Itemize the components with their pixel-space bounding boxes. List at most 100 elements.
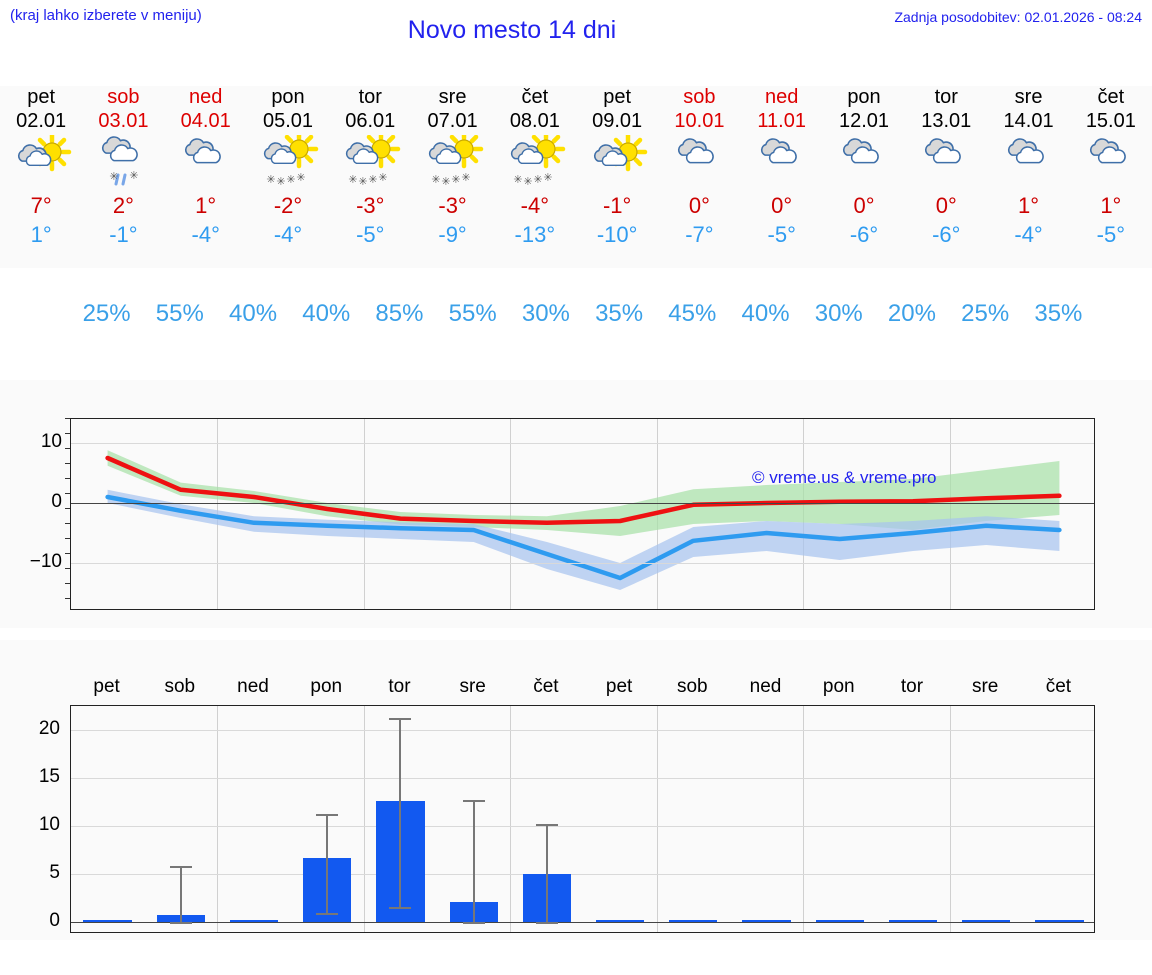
y-axis-minor-tick [65,493,70,494]
forecast-day-column[interactable]: pet 09.01 -1° -10° [578,86,657,249]
svg-text:✳: ✳ [513,173,522,186]
grid-line-horizontal [71,874,1094,876]
day-date: 08.01 [509,110,560,132]
precip-probability-label: 30% [814,300,863,327]
temperature-series [105,450,1062,590]
sun-cloud-snow-icon: ✳ ✳ ✳ ✳ [346,129,401,188]
day-low-temp: -7° [685,222,714,247]
precip-bar[interactable] [815,920,864,923]
day-high-temp: -3° [356,193,385,218]
sun-behind-cloud-icon [594,132,648,172]
precip-day-label: pon [822,676,855,697]
svg-text:✳: ✳ [276,175,285,188]
precip-bar[interactable] [229,920,279,923]
cloud-icon [842,138,879,164]
forecast-day-column[interactable]: čet 08.01 ✳ ✳ ✳ ✳ -4° -13° [495,86,574,249]
day-name: čet [1097,86,1125,108]
forecast-day-column[interactable]: sob 10.01 0° -7° [660,86,739,249]
cloud-icon [760,138,797,164]
day-name: ned [189,86,223,108]
precip-bar[interactable] [595,920,645,923]
precip-day-label: pet [93,676,120,697]
forecast-day-column[interactable]: čet 15.01 1° -5° [1071,86,1150,249]
cloud-icon [668,135,730,196]
sun-cloud-snow-icon: ✳ ✳ ✳ ✳ [428,129,483,188]
day-low-temp: 1° [30,222,52,247]
precip-error-bar [399,717,402,908]
precip-probability-label: 40% [229,300,278,327]
precipitation-chart: pet sob ned pon tor sre čet pet sob ned pon tor sre č… [0,640,1152,940]
precip-probability-label: 55% [155,300,204,327]
precip-error-cap-lower [389,907,412,910]
forecast-day-column[interactable]: pon 12.01 0° -6° [825,86,904,249]
grid-line-horizontal [71,826,1094,828]
day-high-temp: 2° [112,193,134,218]
day-name: pet [27,86,56,108]
grid-line-vertical [510,706,512,932]
day-name: sre [1014,86,1043,108]
forecast-day-column[interactable]: ned 04.01 1° -4° [166,86,245,249]
day-name: sre [438,86,467,108]
forecast-day-column[interactable]: sob 03.01 ✳ ✳ 2° -1° [84,86,163,249]
sun-cloud-snow-icon: ✳ ✳ ✳ ✳ [339,129,401,196]
precip-bar[interactable] [669,920,718,923]
temperature-line [105,455,1062,526]
last-updated: Zadnja posodobitev: 02.01.2026 - 08:24 [894,9,1142,25]
day-name: tor [934,86,958,108]
svg-text:✳: ✳ [286,173,295,186]
forecast-day-column[interactable]: tor 13.01 0° -6° [907,86,986,249]
svg-text:✳: ✳ [461,171,470,184]
precip-error-cap-upper [462,800,485,803]
precip-probability-label: 35% [1034,300,1083,327]
precip-probability-label: 25% [961,300,1010,327]
y-axis-tick-label: 5 [49,862,60,884]
precip-probability-label: 30% [521,300,570,327]
sun-cloud-snow-icon: ✳ ✳ ✳ ✳ [263,129,319,188]
svg-text:✳: ✳ [130,169,139,182]
svg-text:✳: ✳ [349,173,358,186]
cloud-icon [175,135,237,196]
precip-bar[interactable] [83,920,132,923]
day-date: 15.01 [1085,110,1136,132]
day-high-temp: -3° [438,193,467,218]
forecast-day-column[interactable]: sre 14.01 1° -4° [989,86,1068,249]
grid-line-vertical [217,706,219,932]
day-low-temp: -5° [1096,222,1126,247]
forecast-day-column[interactable]: pon 05.01 ✳ ✳ ✳ ✳ -2° -4° [249,86,328,249]
day-high-temp: -4° [520,193,550,218]
y-axis-minor-tick [65,463,70,464]
precip-bar[interactable] [962,920,1011,923]
precip-error-cap-lower [462,922,485,925]
precip-error-bar [545,824,548,923]
zero-line [71,503,1094,504]
y-axis-minor-tick [65,433,70,434]
page-title: Novo mesto 14 dni [407,16,617,44]
day-low-temp: -10° [596,222,638,247]
day-name: sob [683,86,716,108]
forecast-day-column[interactable]: tor 06.01 ✳ ✳ ✳ ✳ -3° -5° [331,86,410,249]
forecast-day-column[interactable]: pet 02.01 7° 1° [2,86,81,249]
precip-probability-label: 35% [595,300,644,327]
forecast-day-column[interactable]: ned 11.01 0° -5° [742,86,821,249]
day-date: 11.01 [757,110,806,132]
day-low-temp: -5° [356,222,385,247]
day-name: pon [271,86,305,108]
forecast-day-column[interactable]: sre 07.01 ✳ ✳ ✳ ✳ -3° -9° [413,86,492,249]
copyright-watermark: © vreme.us & vreme.pro [752,468,937,487]
day-name: sob [107,86,140,108]
day-high-temp: 0° [688,193,710,218]
day-low-temp: -6° [849,222,879,247]
day-date: 09.01 [592,110,643,132]
precip-bar[interactable] [742,920,791,923]
day-high-temp: 0° [853,193,875,218]
day-high-temp: 1° [195,193,217,218]
day-date: 07.01 [427,110,478,132]
precip-error-cap-upper [316,813,339,816]
precip-bar[interactable] [888,920,938,923]
y-axis-tick-label: 20 [38,718,60,740]
sun-cloud-snow-icon: ✳ ✳ ✳ ✳ [422,129,484,196]
precip-day-label: pet [605,676,633,697]
day-name: ned [765,86,799,108]
precip-bar[interactable] [1035,920,1084,923]
svg-text:✳: ✳ [523,175,532,188]
